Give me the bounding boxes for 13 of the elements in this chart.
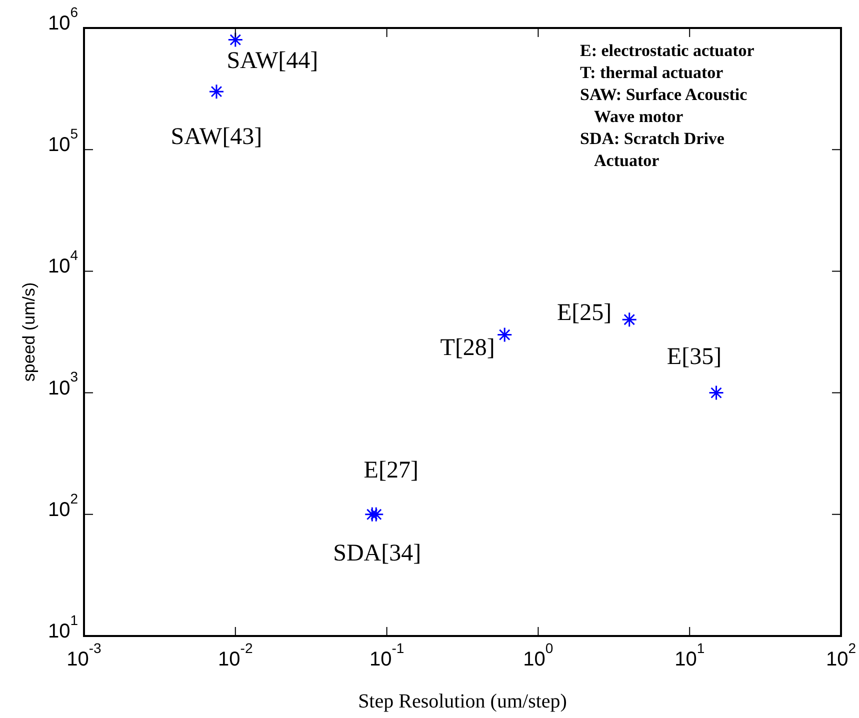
- annotation: SAW[43]: [170, 124, 262, 150]
- annotation: SDA: Scratch Drive Actuator: [580, 128, 726, 172]
- annotation: SAW[44]: [226, 48, 318, 74]
- annotation: SAW: Surface Acoustic Wave motor: [580, 84, 748, 128]
- annotation: T: thermal actuator: [580, 62, 724, 84]
- x-axis-title: Step Resolution (um/step): [358, 690, 567, 712]
- annotation: SDA[34]: [333, 540, 422, 567]
- annotation: E[27]: [364, 458, 418, 484]
- y-axis-title: speed (um/s): [20, 282, 39, 382]
- annotation: E: electrostatic actuator: [580, 40, 756, 62]
- annotation: E[25]: [557, 300, 612, 326]
- annotation: T[28]: [440, 335, 495, 362]
- annotation: E[35]: [666, 344, 722, 370]
